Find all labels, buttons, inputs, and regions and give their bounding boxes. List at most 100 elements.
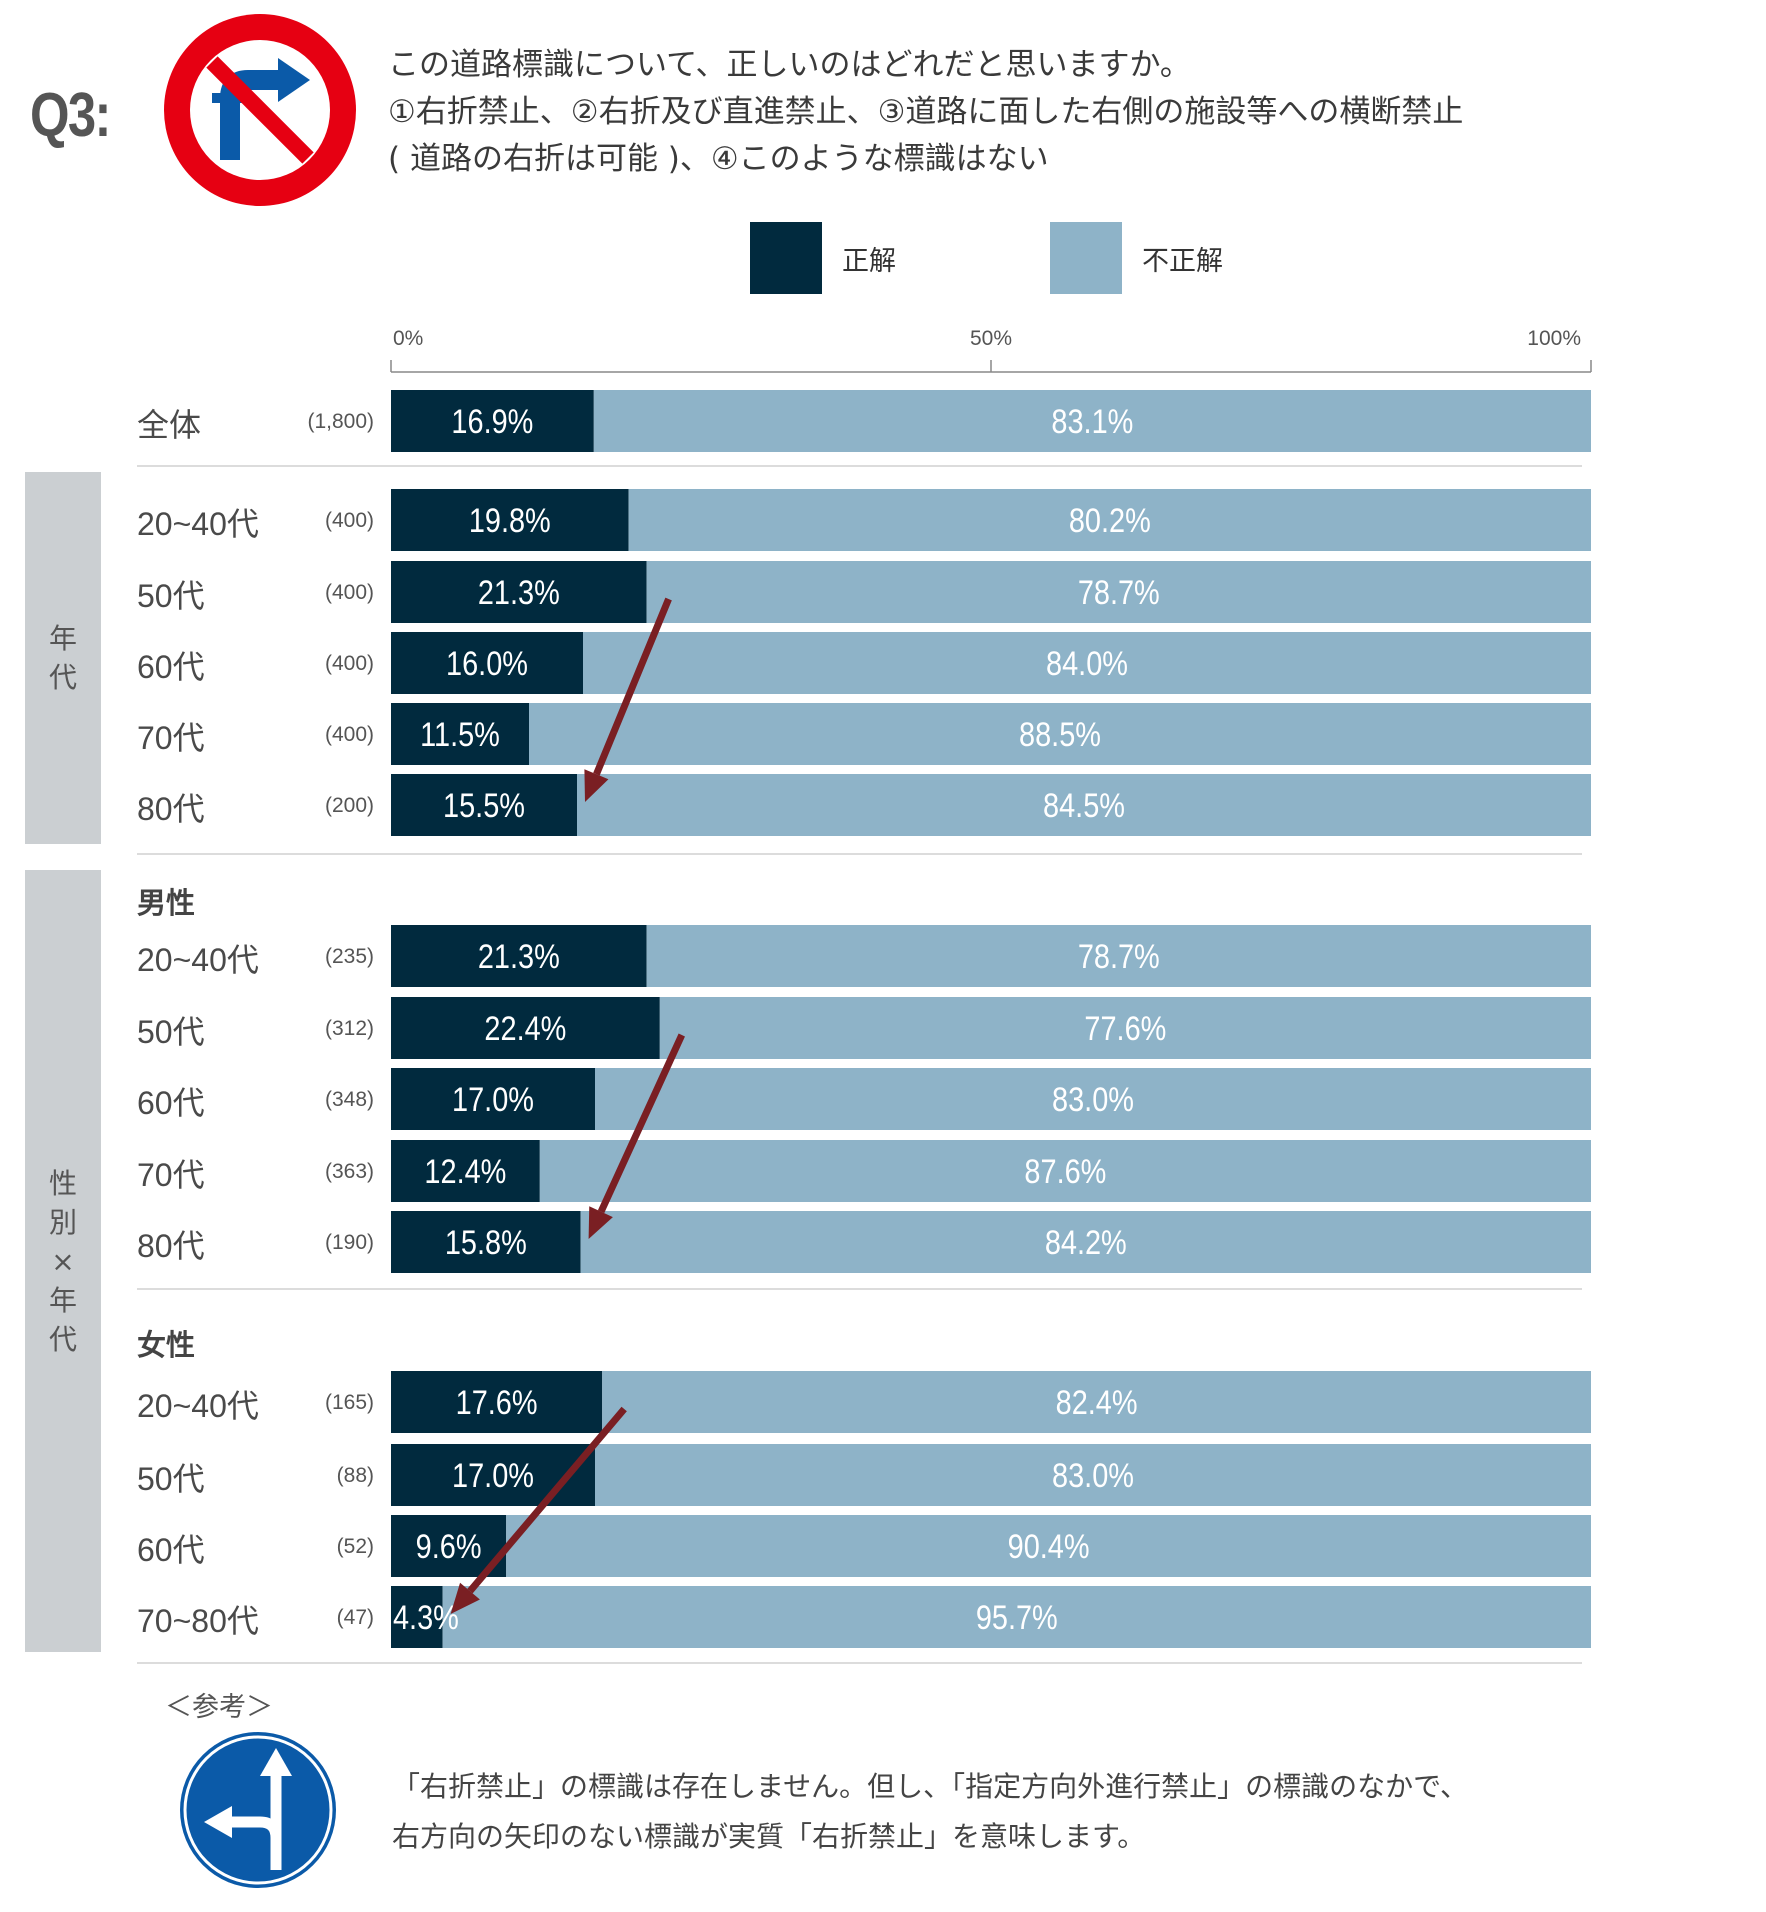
bars: 16.9% 83.1% 19.8% 80.2% 21.3% 78.7% 16.0% 84.0%… [391,390,1592,1648]
bar-label-correct: 4.3% [393,1598,459,1637]
bar-label-incorrect: 77.6% [1084,1009,1166,1048]
bar-label-correct: 21.3% [478,937,560,976]
row-label: 50代 [137,1461,205,1497]
bar-label-incorrect: 84.5% [1043,786,1125,825]
bar-label-correct: 11.5% [420,715,500,754]
bar-incorrect [659,997,1591,1059]
legend-correct: 正解 [750,222,896,294]
bar-label-correct: 15.5% [443,786,525,825]
bar-label-correct: 16.9% [451,402,533,441]
bar-incorrect [580,1211,1591,1273]
divider [137,1662,1582,1664]
divider [137,1288,1582,1290]
question-line-3: ( 道路の右折は可能 )、④このような標識はない [388,141,1049,177]
question-line-2: ①右折禁止、②右折及び直進禁止、③道路に面した右側の施設等への横断禁止 [388,94,1464,130]
panel-gender-age-label: 性別×年代 [48,1166,77,1356]
bar-incorrect [529,703,1591,765]
row-label: 70代 [137,720,205,756]
bar-row: 12.4% 87.6% [391,1140,1591,1202]
question-line-1: この道路標識について、正しいのはどれだと思いますか。 [388,47,1191,83]
bar-incorrect [646,561,1591,623]
bar-correct [391,1444,595,1506]
no-right-turn-straight-sign-icon [164,14,356,206]
row-sample-size: (235) [324,945,374,968]
row-label: 50代 [137,578,205,614]
bar-label-correct: 12.4% [424,1152,506,1191]
bar-incorrect [506,1515,1592,1577]
straight-or-left-only-sign-icon [180,1732,336,1888]
panel-gender-age: 性別×年代 [25,870,101,1652]
bar-correct [391,925,647,987]
trend-arrow-head [450,1582,480,1614]
x-axis: 0% 50% 100% [390,327,1592,373]
legend-swatch-correct [750,222,822,294]
row-sample-size: (52) [336,1535,374,1558]
panel-age: 年代 [25,472,101,844]
bar-row: 15.5% 84.5% [391,774,1591,836]
row-sample-size: (190) [324,1231,374,1254]
bar-correct [391,703,529,765]
row-label: 70代 [137,1157,205,1193]
bar-label-correct: 22.4% [484,1009,566,1048]
trend-arrow-shaft [467,1406,627,1594]
trend-arrow-shaft [597,1033,685,1214]
bar-row: 16.0% 84.0% [391,632,1591,694]
row-label: 70~80代 [137,1603,259,1639]
row-label: 全体 [137,407,202,443]
row-label: 80代 [137,791,205,827]
row-label: 20~40代 [137,942,259,978]
bar-incorrect [539,1140,1591,1202]
bar-correct [391,561,647,623]
bar-label-incorrect: 78.7% [1078,573,1160,612]
bar-row: 15.8% 84.2% [391,1211,1591,1273]
bar-label-correct: 15.8% [445,1223,527,1262]
bar-row: 22.4% 77.6% [391,997,1591,1059]
bar-label-incorrect: 90.4% [1008,1527,1090,1566]
row-sample-size: (348) [324,1088,374,1111]
legend-incorrect: 不正解 [1050,222,1223,294]
bar-label-incorrect: 78.7% [1078,937,1160,976]
subhead-male: 男性 [137,886,196,920]
bar-row: 4.3% 95.7% [391,1586,1592,1648]
bar-correct [391,632,583,694]
bar-row: 9.6% 90.4% [391,1515,1592,1577]
row-label: 80代 [137,1228,205,1264]
bar-label-correct: 19.8% [469,501,551,540]
row-sample-size: (1,800) [307,410,374,433]
divider [137,465,1582,467]
bar-correct [391,489,629,551]
trend-arrows [450,597,685,1614]
question-number: Q3: [30,81,111,150]
bar-row: 17.0% 83.0% [391,1444,1591,1506]
x-axis-tick-label: 0% [393,327,423,350]
bar-label-incorrect: 83.0% [1052,1080,1134,1119]
bar-incorrect [577,774,1591,836]
row-sample-size: (400) [324,509,374,532]
row-label: 20~40代 [137,1388,259,1424]
row-sample-size: (363) [324,1160,374,1183]
bar-correct [391,1371,603,1433]
bar-incorrect [602,1371,1591,1433]
row-sample-size: (165) [324,1391,374,1414]
x-axis-tick-label: 50% [970,327,1012,350]
divider [137,853,1582,855]
row-sample-size: (400) [324,581,374,604]
bar-correct [391,1068,595,1130]
bar-label-correct: 16.0% [446,644,528,683]
row-label: 60代 [137,1085,205,1121]
bar-row: 11.5% 88.5% [391,703,1591,765]
bar-incorrect [583,632,1591,694]
row-sample-size: (400) [324,652,374,675]
reference-title: ＜参考＞ [165,1692,273,1723]
bar-label-incorrect: 83.1% [1051,402,1133,441]
bar-label-correct: 17.0% [452,1080,534,1119]
reference-note: 「右折禁止」の標識は存在しません。但し、「指定方向外進行禁止」の標識のなかで、 … [392,1762,1592,1862]
bar-incorrect [593,390,1591,452]
bar-row: 16.9% 83.1% [391,390,1591,452]
row-sample-size: (312) [324,1017,374,1040]
subhead-female: 女性 [137,1328,196,1362]
bar-incorrect [595,1444,1591,1506]
bar-label-incorrect: 84.0% [1046,644,1128,683]
